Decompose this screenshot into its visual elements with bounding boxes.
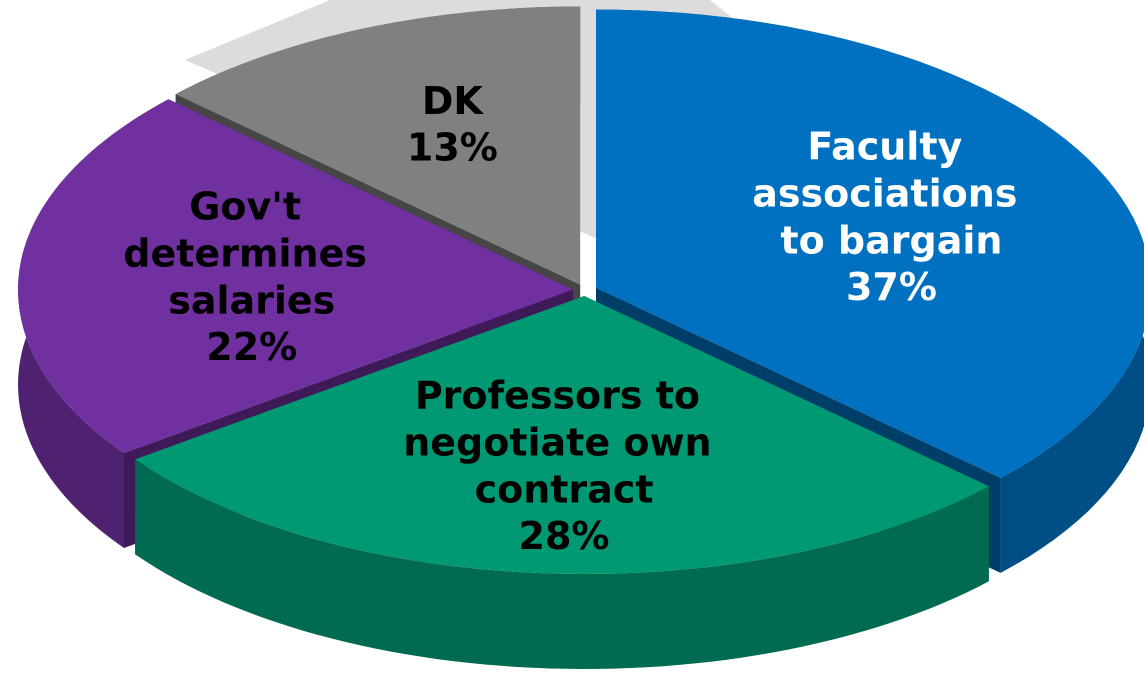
slice [175, 6, 581, 285]
slice [18, 99, 573, 454]
slice-label: Professors to negotiate own contract [403, 373, 725, 511]
slice-value-label: 28% [519, 514, 610, 558]
slice [596, 9, 1144, 478]
slice [135, 296, 989, 574]
slice-label: Gov't determines salaries [123, 184, 380, 322]
slice-side [135, 459, 989, 669]
slice-label: DK [422, 78, 485, 122]
slice-value-label: 37% [846, 265, 937, 309]
slice-label: Faculty associations to bargain [752, 124, 1030, 262]
slice-value-label: 13% [407, 125, 498, 169]
slice-value-label: 22% [206, 325, 297, 369]
